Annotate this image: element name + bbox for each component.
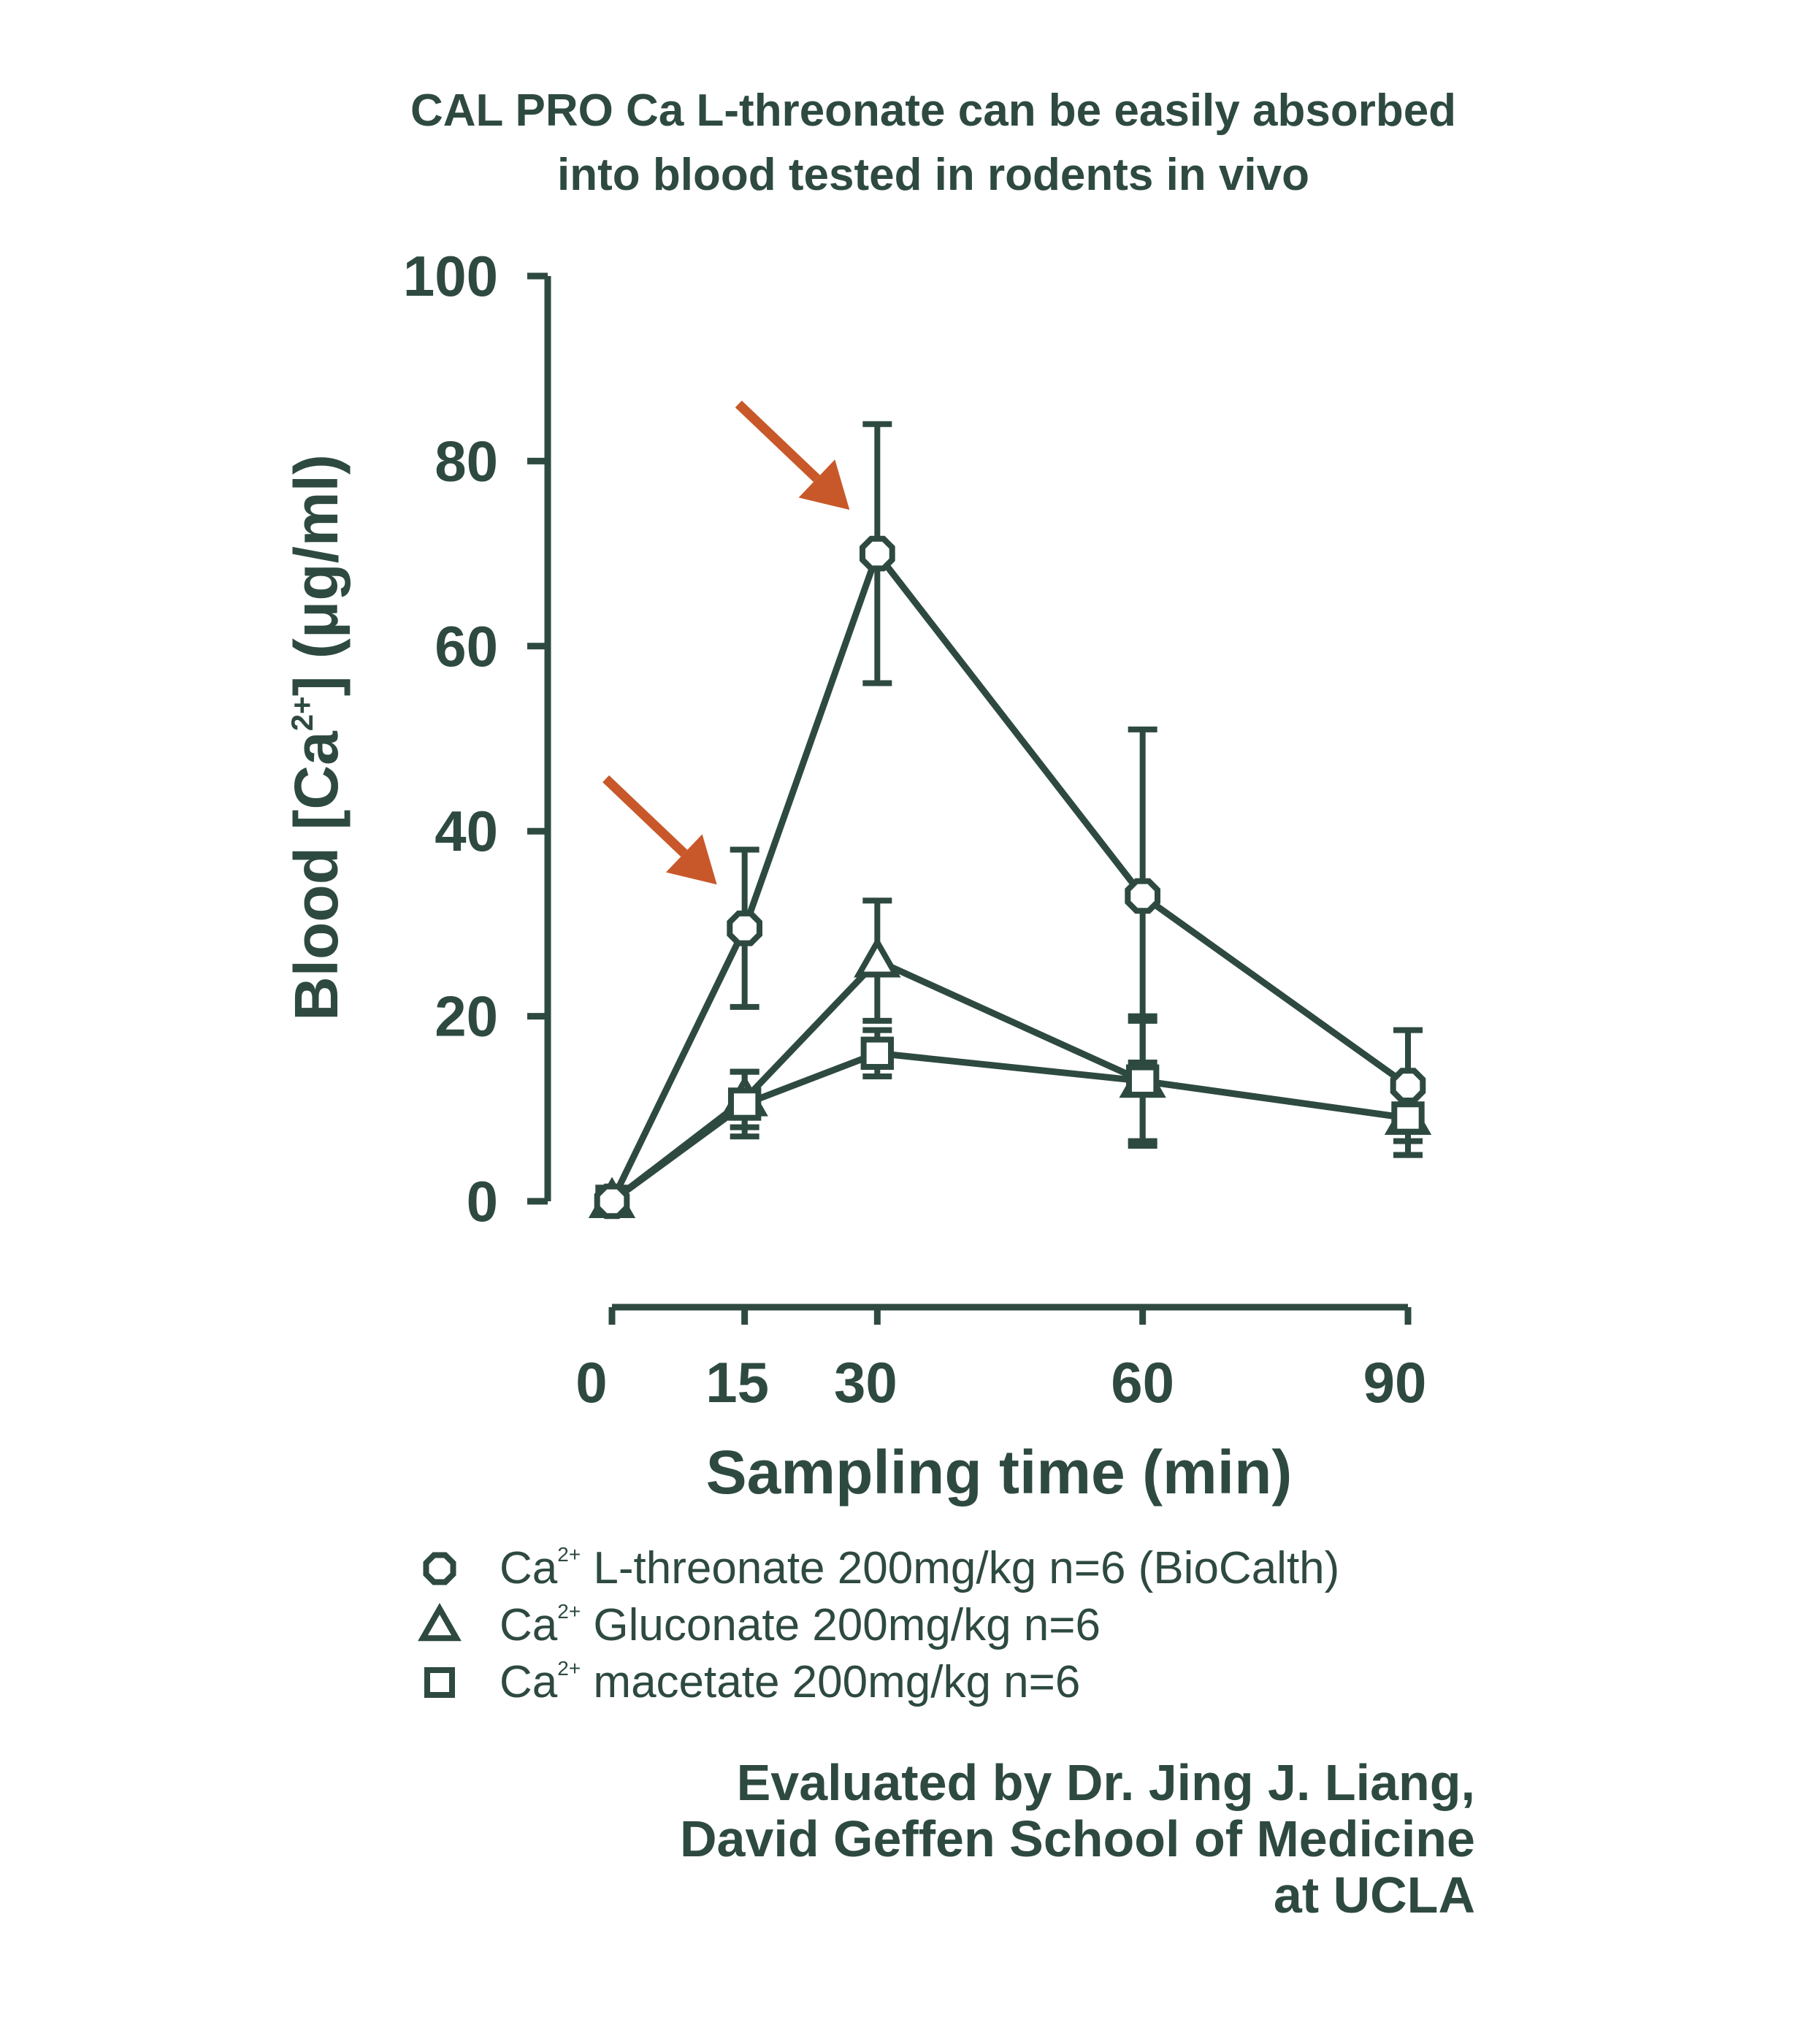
credit-line-1: Evaluated by Dr. Jing J. Liang,	[737, 1754, 1475, 1811]
marker-triangle	[854, 936, 901, 978]
x-tick-label: 90	[1363, 1350, 1427, 1415]
marker-hexagon	[1390, 1068, 1426, 1103]
chart-title-line-1: CAL PRO Ca L-threonate can be easily abs…	[410, 85, 1456, 136]
legend-text: macetate 200mg/kg n=6	[581, 1657, 1080, 1707]
annotation-arrow-shaft	[735, 400, 820, 483]
legend-label: Ca2+ macetate 200mg/kg n=6	[500, 1657, 1080, 1707]
y-axis-label: Blood [Ca2+] (μg/ml)	[282, 454, 351, 1021]
y-tick-label: 0	[467, 1169, 498, 1233]
annotation-arrow-shaft	[602, 775, 688, 857]
legend: Ca2+ L-threonate 200mg/kg n=6 (BioCalth)…	[418, 1543, 1339, 1707]
annotation-arrows	[602, 400, 850, 885]
marker-hexagon	[1125, 878, 1160, 914]
legend-label: Ca2+ Gluconate 200mg/kg n=6	[500, 1600, 1101, 1650]
y-tick-label: 60	[435, 614, 498, 678]
x-axis-label: Sampling time (min)	[706, 1438, 1293, 1507]
error-bars	[730, 421, 1423, 1158]
y-tick-label: 100	[403, 244, 498, 308]
marker-hexagon	[860, 535, 895, 572]
marker-triangle	[418, 1602, 462, 1642]
y-tick-label: 40	[435, 799, 498, 863]
legend-sup: 2+	[557, 1600, 581, 1623]
x-tick-label: 30	[834, 1350, 898, 1415]
legend-text: L-threonate 200mg/kg n=6 (BioCalth)	[581, 1543, 1339, 1593]
x-tick-label: 0	[575, 1350, 607, 1415]
credit-line-2: David Geffen School of Medicine	[680, 1810, 1475, 1867]
marker-hexagon	[594, 1183, 630, 1220]
legend-ca: Ca	[500, 1657, 558, 1707]
marker-hexagon	[727, 910, 762, 946]
annotation-arrow-head	[665, 834, 717, 885]
x-tick-label: 60	[1111, 1350, 1174, 1415]
y-axis-label-pre: Blood [Ca	[282, 730, 351, 1021]
marker-square	[424, 1667, 455, 1698]
credit: Evaluated by Dr. Jing J. Liang, David Ge…	[680, 1754, 1475, 1924]
x-tick-label: 15	[705, 1350, 769, 1415]
marker-square	[860, 1036, 895, 1070]
legend-label: Ca2+ L-threonate 200mg/kg n=6 (BioCalth)	[500, 1543, 1339, 1593]
chart-title-line-2: into blood tested in rodents in vivo	[557, 150, 1309, 200]
legend-text: Gluconate 200mg/kg n=6	[581, 1600, 1101, 1650]
legend-ca: Ca	[500, 1600, 558, 1650]
chart-title: CAL PRO Ca L-threonate can be easily abs…	[410, 85, 1456, 200]
legend-sup: 2+	[557, 1657, 581, 1680]
y-axis-label-sup: 2+	[285, 696, 319, 731]
legend-ca: Ca	[500, 1543, 558, 1593]
marker-square	[1125, 1064, 1160, 1098]
y-axis-label-post: ] (μg/ml)	[282, 454, 351, 696]
legend-sup: 2+	[557, 1543, 581, 1566]
y-tick-label: 80	[435, 429, 498, 493]
marker-hexagon	[423, 1552, 456, 1585]
y-tick-label: 20	[435, 984, 498, 1049]
data-markers	[588, 535, 1432, 1220]
marker-square	[1391, 1101, 1425, 1135]
annotation-arrow-head	[798, 459, 850, 510]
axes: 0 20 40 60 80 100 0 15 30 60 90	[403, 244, 1427, 1415]
credit-line-3: at UCLA	[1274, 1867, 1475, 1924]
marker-square	[727, 1087, 762, 1121]
